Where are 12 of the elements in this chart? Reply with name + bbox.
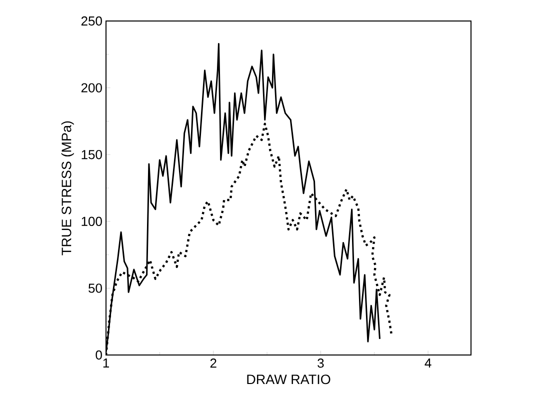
y-axis-title: TRUE STRESS (MPa) <box>61 121 74 256</box>
x-tick-label: 4 <box>424 358 432 368</box>
y-tick-label: 250 <box>81 16 102 26</box>
y-tick-label: 50 <box>88 284 102 293</box>
y-tick-label: 200 <box>81 83 102 92</box>
x-axis-title: DRAW RATIO <box>247 374 330 384</box>
y-tick-label: 150 <box>82 150 102 160</box>
y-tick-label: 0 <box>96 350 102 360</box>
x-tick-label: 3 <box>318 358 324 368</box>
x-tick-label: 2 <box>210 358 216 368</box>
y-tick-label: 100 <box>82 216 102 226</box>
x-tick-label: 1 <box>103 358 109 368</box>
